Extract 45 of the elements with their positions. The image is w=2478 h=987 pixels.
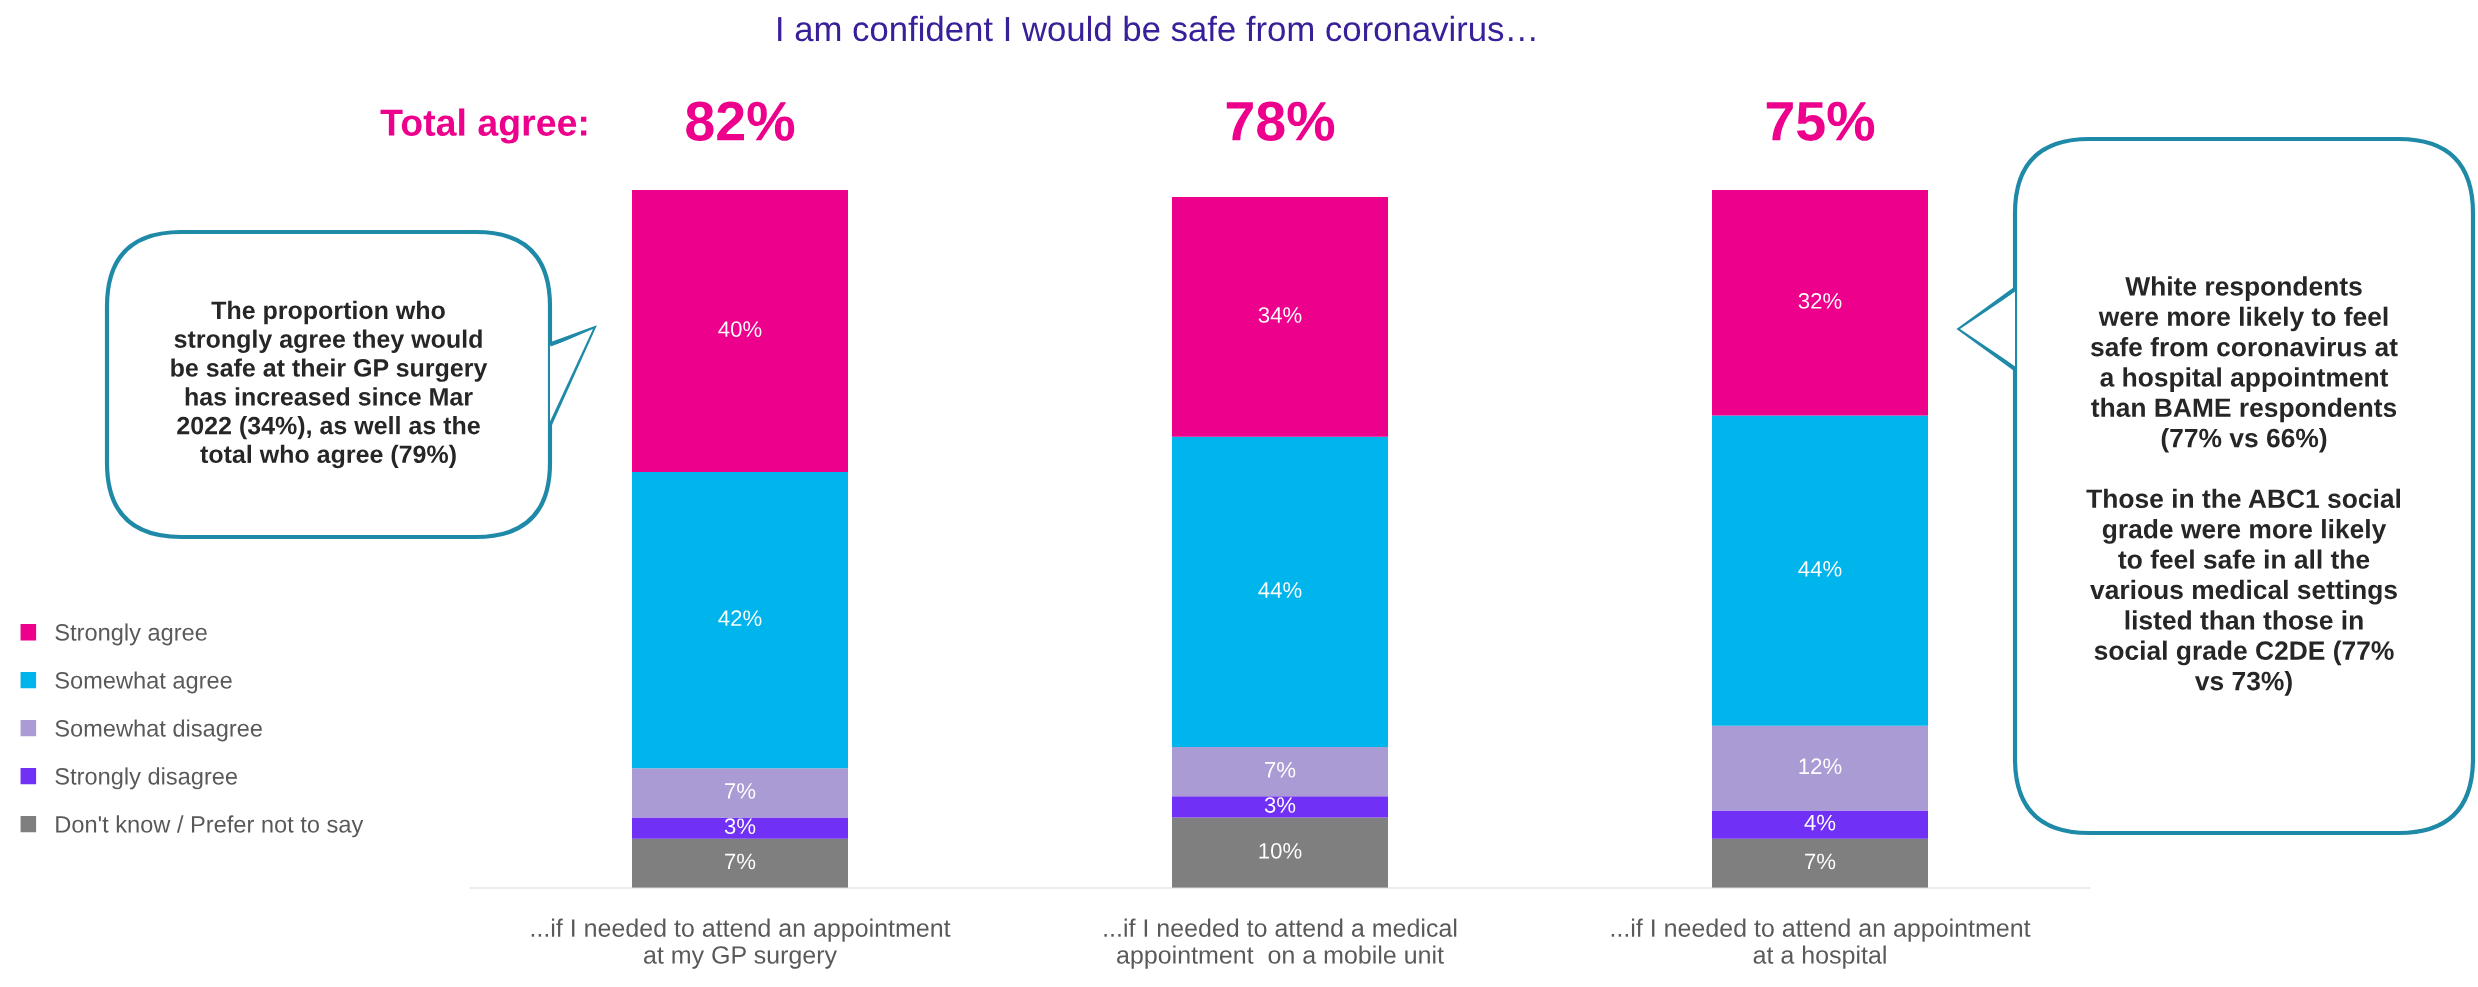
x-tick-label: ...if I needed to attend an appointment at my GP surgery <box>531 918 951 969</box>
bar <box>1712 725 1928 811</box>
data-label: 10% <box>1259 842 1302 859</box>
legend-label: Somewhat disagree <box>55 719 262 742</box>
bar <box>1712 190 1928 416</box>
bar <box>1172 796 1388 818</box>
data-label: 12% <box>1799 758 1842 775</box>
legend-label: Don't know / Prefer not to say <box>56 815 364 838</box>
data-label: 7% <box>725 783 756 799</box>
bar <box>1712 810 1928 839</box>
data-label: 3% <box>1264 797 1296 813</box>
text: 75% <box>1766 101 1875 141</box>
data-label: 3% <box>724 818 756 835</box>
legend-label: Strongly disagree <box>55 767 237 790</box>
bar <box>1172 197 1388 437</box>
bar <box>1172 746 1388 797</box>
data-label: 42% <box>718 610 762 626</box>
data-label: 7% <box>1265 761 1296 778</box>
bar <box>1172 436 1388 747</box>
text: White respondents were more likely to feel safe from coronavirus at a hospital appointment than BAME respondents (77% vs 66%) Those in the ABC1 social grade were more likely to feel safe in all the various medical settings listed than those in social grade C2DE (77% vs 73%) <box>2086 276 2401 696</box>
data-label: 44% <box>1258 582 1302 598</box>
bar <box>632 768 848 818</box>
text: 82% <box>686 101 795 141</box>
data-label: 32% <box>1798 293 1842 309</box>
text: Total agree: <box>380 108 587 144</box>
legend-label: Somewhat agree <box>55 671 232 694</box>
bar <box>632 190 848 473</box>
text: 78% <box>1226 101 1335 141</box>
data-label: 7% <box>1805 853 1836 870</box>
bar <box>632 817 848 839</box>
data-label: 7% <box>725 853 756 870</box>
bar <box>632 838 848 888</box>
bar <box>1172 817 1388 888</box>
bar <box>1712 838 1928 888</box>
data-label: 4% <box>1804 814 1836 831</box>
data-label: 44% <box>1798 561 1842 577</box>
legend-label: Strongly agree <box>55 623 207 646</box>
x-tick-label: ...if I needed to attend an appointment at a hospital <box>1611 918 2031 969</box>
x-tick-label: ...if I needed to attend a medical appointment on a mobile unit <box>1104 918 1457 969</box>
data-label: 34% <box>1258 307 1302 323</box>
bar <box>632 472 848 769</box>
data-label: 40% <box>718 321 762 337</box>
bar <box>1712 415 1928 726</box>
chart-title: I am confident I would be safe from coronavirus… <box>778 15 1535 42</box>
annotation: The proportion who strongly agree they would be safe at their GP surgery has increased since Mar 2022 (34%), as well as the total who agree (79%) <box>171 300 488 469</box>
